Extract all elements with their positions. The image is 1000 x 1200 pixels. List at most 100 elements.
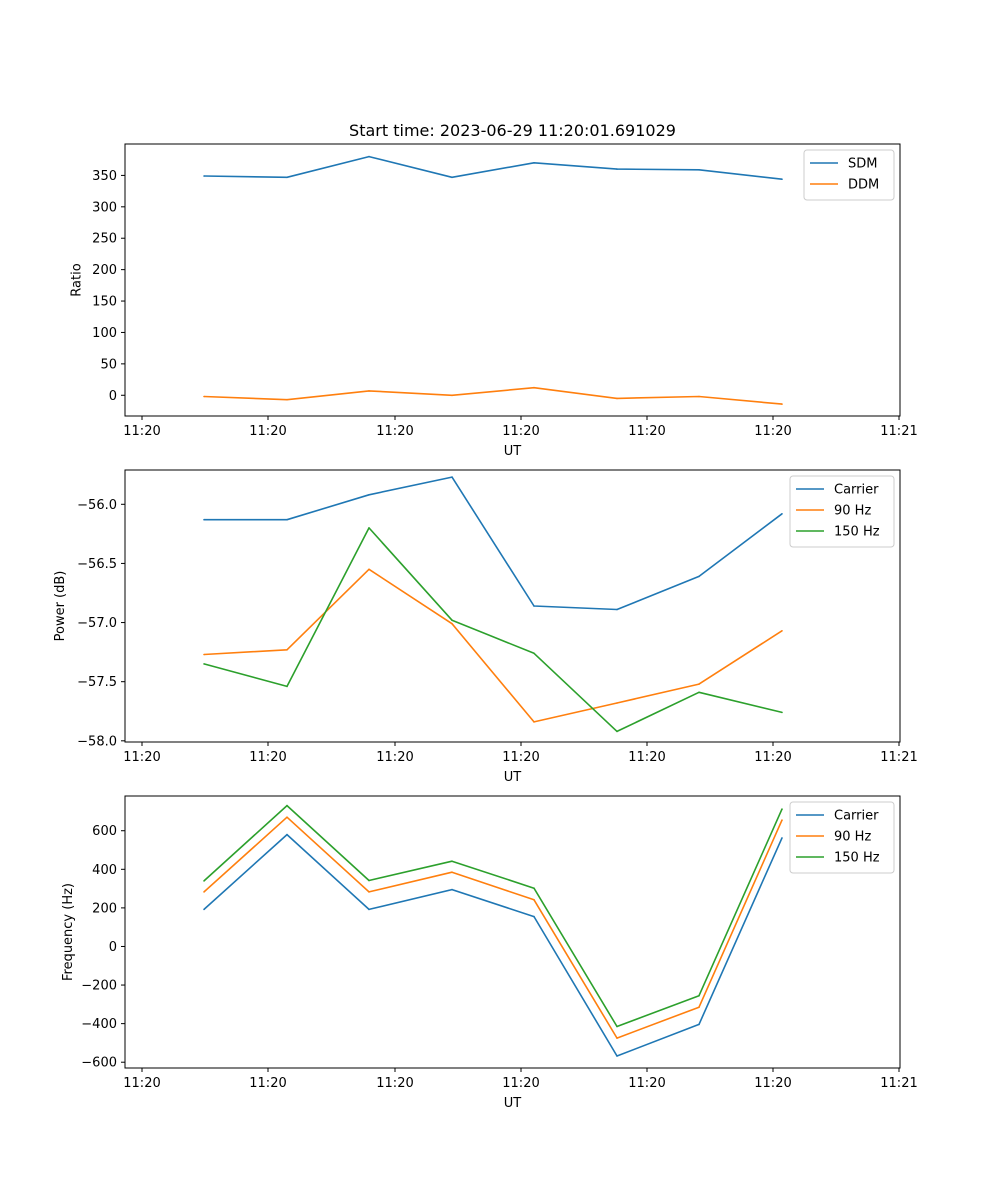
data-point <box>616 168 618 170</box>
data-point <box>286 649 288 651</box>
series-line-150-hz <box>203 804 783 1028</box>
data-point <box>533 899 535 901</box>
y-axis-label: Frequency (Hz) <box>61 883 76 981</box>
legend-label: 150 Hz <box>834 851 880 866</box>
x-tick-label: 11:21 <box>880 750 917 765</box>
data-point <box>368 155 370 158</box>
y-tick-label: −400 <box>81 1017 117 1032</box>
data-point <box>698 1006 700 1008</box>
legend-label: SDM <box>848 157 877 172</box>
y-tick-label: −58.0 <box>77 734 117 749</box>
legend-label: 90 Hz <box>834 504 871 519</box>
y-tick-label: 200 <box>92 901 117 916</box>
y-axis-label: Ratio <box>69 263 84 296</box>
data-point <box>616 397 618 400</box>
y-axis-label: Power (dB) <box>53 571 68 642</box>
y-tick-label: 350 <box>92 169 117 184</box>
chart-title: Start time: 2023-06-29 11:20:01.691029 <box>349 121 676 140</box>
plot-frame <box>124 795 901 1069</box>
data-point <box>286 685 288 688</box>
legend: Carrier 90 Hz 150 Hz <box>789 475 895 548</box>
x-tick-label: 11:20 <box>376 1076 413 1091</box>
data-point <box>203 653 205 656</box>
y-tick-label: 0 <box>109 940 117 955</box>
data-point <box>781 819 783 821</box>
x-tick-label: 11:20 <box>754 424 791 439</box>
x-axis-label: UT <box>504 770 522 785</box>
data-point <box>368 891 370 893</box>
data-point <box>533 915 535 918</box>
data-point <box>533 652 535 655</box>
data-point <box>451 871 453 873</box>
legend-box <box>789 801 895 874</box>
y-tick-label: 400 <box>92 863 117 878</box>
x-tick-label: 11:20 <box>628 1076 665 1091</box>
legend: SDM DDM <box>803 149 895 201</box>
legend-box <box>789 475 895 548</box>
data-point <box>616 702 618 704</box>
data-point <box>451 622 453 625</box>
legend-label: DDM <box>848 178 879 193</box>
data-point <box>368 568 370 571</box>
x-tick-label: 11:20 <box>628 750 665 765</box>
legend-label: Carrier <box>834 483 879 498</box>
data-point <box>203 891 205 893</box>
legend-label: 90 Hz <box>834 830 871 845</box>
y-tick-label: −57.0 <box>77 616 117 631</box>
data-point <box>286 833 288 836</box>
x-tick-label: 11:20 <box>123 1076 160 1091</box>
x-tick-label: 11:20 <box>628 424 665 439</box>
data-point <box>203 880 205 882</box>
data-point <box>368 879 370 882</box>
data-point <box>451 860 453 862</box>
x-tick-label: 11:20 <box>249 750 286 765</box>
series-line-carrier <box>203 833 783 1057</box>
y-tick-label: 50 <box>100 357 117 372</box>
data-point <box>616 1037 618 1039</box>
x-tick-label: 11:20 <box>376 750 413 765</box>
data-point <box>698 575 700 578</box>
x-tick-label: 11:20 <box>502 1076 539 1091</box>
data-point <box>698 994 700 997</box>
data-point <box>698 395 700 398</box>
legend: Carrier 90 Hz 150 Hz <box>789 801 895 874</box>
y-tick-label: −600 <box>81 1056 117 1071</box>
chart-panel-3: 11:20 11:20 11:20 11:20 11:20 11:20 11:21 UT −60… <box>61 795 918 1111</box>
data-point <box>203 518 205 521</box>
data-point <box>203 175 205 177</box>
data-point <box>203 663 205 665</box>
chart-panel-1: Start time: 2023-06-29 11:20:01.691029 11… <box>69 121 917 459</box>
data-point <box>533 162 535 164</box>
data-point <box>616 608 618 611</box>
data-point <box>451 888 453 891</box>
data-point <box>781 711 783 714</box>
y-tick-label: −56.0 <box>77 498 117 513</box>
y-tick-label: 300 <box>92 200 117 215</box>
data-point <box>533 887 535 889</box>
data-point <box>286 518 288 521</box>
series-line-carrier <box>204 476 783 611</box>
series-line-90-hz <box>203 816 783 1039</box>
data-point <box>781 808 783 810</box>
data-point <box>368 527 370 529</box>
data-point <box>286 804 288 807</box>
x-tick-label: 11:21 <box>880 1076 917 1091</box>
y-tick-label: 150 <box>92 295 117 310</box>
x-tick-label: 11:20 <box>754 750 791 765</box>
data-point <box>286 816 288 818</box>
data-point <box>368 390 370 392</box>
legend-label: Carrier <box>834 809 879 824</box>
data-point <box>616 1025 618 1028</box>
data-point <box>616 1055 618 1057</box>
series-line-ddm <box>203 386 783 405</box>
data-point <box>698 683 700 685</box>
x-tick-label: 11:20 <box>502 424 539 439</box>
data-point <box>451 176 453 179</box>
y-tick-label: −57.5 <box>77 675 117 690</box>
x-axis-label: UT <box>504 1096 522 1111</box>
x-tick-label: 11:20 <box>249 424 286 439</box>
data-point <box>781 513 783 515</box>
series-line-150-hz <box>203 527 783 733</box>
data-point <box>698 691 700 694</box>
